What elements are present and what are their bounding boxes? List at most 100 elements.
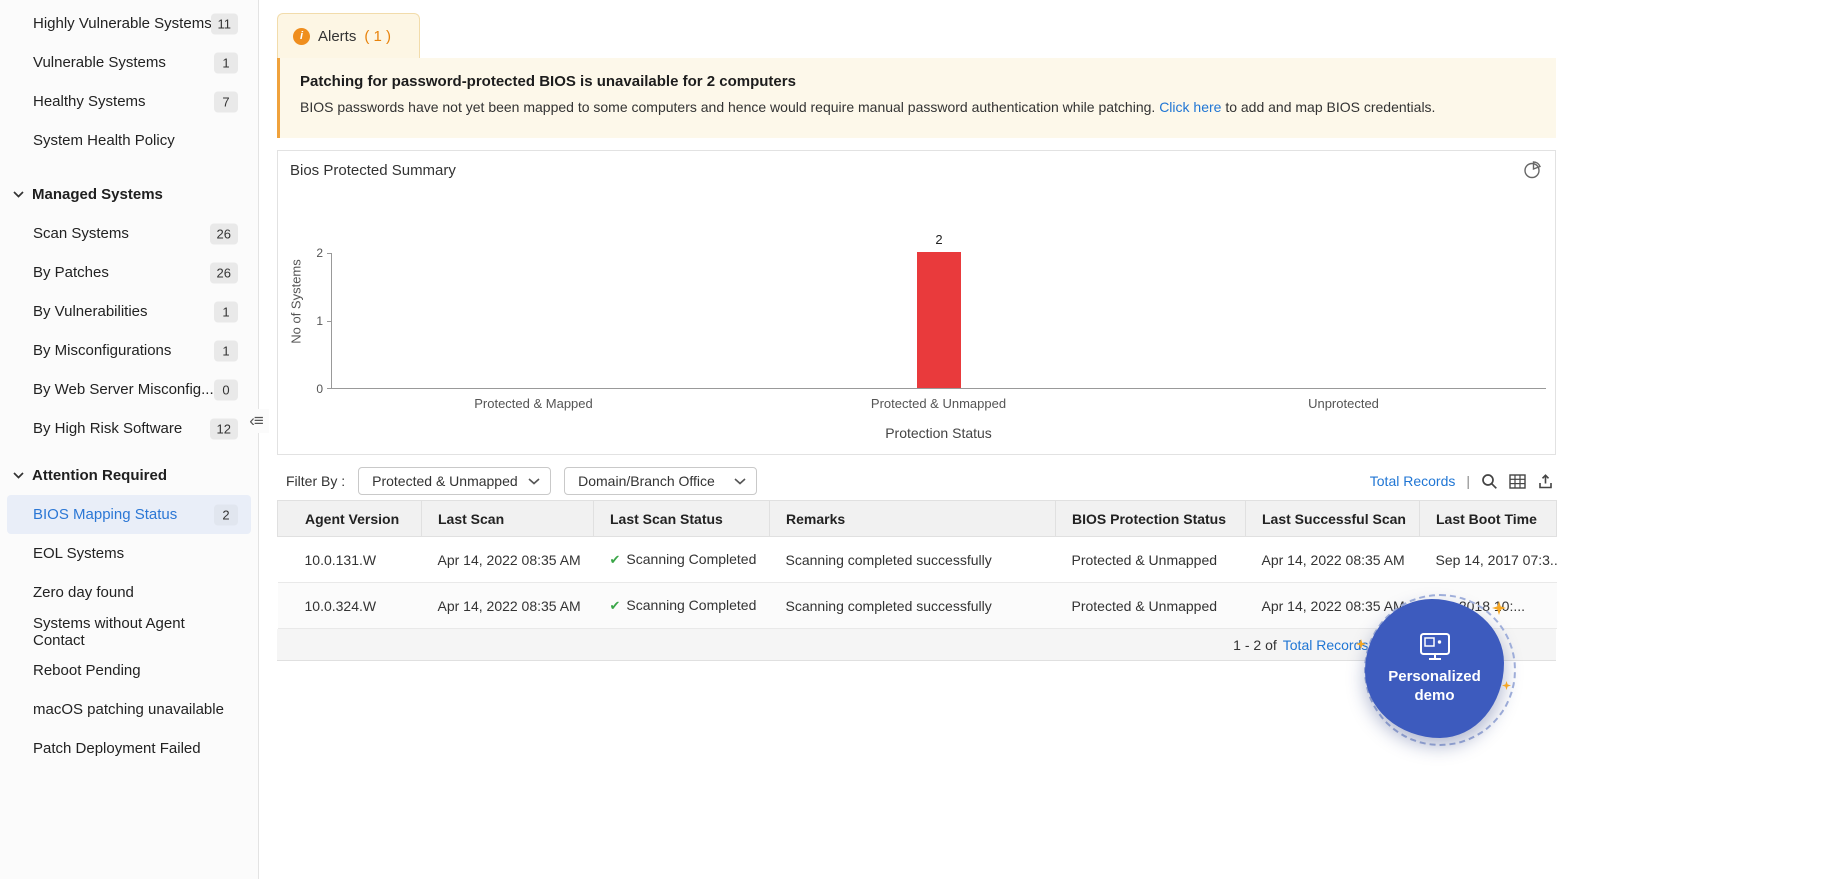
total-records-link[interactable]: Total Records [1369,473,1456,489]
sidebar-item-label: Healthy Systems [33,93,146,110]
alert-body-text: to add and map BIOS credentials. [1221,99,1436,115]
sidebar-item-macos-patching-unavailable[interactable]: macOS patching unavailable [7,690,251,729]
cell-last-scan: Apr 14, 2022 08:35 AM [421,582,594,629]
cell-last-boot-time: Sep 14, 2017 07:3... [1419,536,1557,583]
sidebar-item-highly-vulnerable-systems[interactable]: Highly Vulnerable Systems 11 [7,4,251,43]
sidebar-item-vulnerable-systems[interactable]: Vulnerable Systems 1 [7,43,251,82]
column-header-remarks[interactable]: Remarks [769,500,1056,537]
bar[interactable] [917,252,961,388]
x-axis-title: Protection Status [885,425,992,441]
sidebar-item-by-misconfigurations[interactable]: By Misconfigurations 1 [7,331,251,370]
main-content: i Alerts ( 1 ) Patching for password-pro… [277,0,1557,879]
cell-remarks: Scanning completed successfully [769,536,1056,583]
bar-value-label: 2 [935,232,943,247]
cell-last-successful-scan: Apr 14, 2022 08:35 AM [1245,536,1420,583]
column-header-agent-version[interactable]: Agent Version [277,500,422,537]
y-tick-label: 1 [316,314,323,328]
column-header-last-scan-status[interactable]: Last Scan Status [593,500,770,537]
count-badge: 1 [214,301,238,322]
cell-agent-version: 10.0.324.W [277,582,422,629]
alert-title: Patching for password-protected BIOS is … [300,73,796,90]
sidebar-item-label: Vulnerable Systems [33,54,166,71]
y-tick-mark [327,388,332,389]
count-badge: 0 [214,379,238,400]
sidebar: Highly Vulnerable Systems 11 Vulnerable … [0,0,259,879]
bios-mapping-table: Agent Version Last Scan Last Scan Status… [277,500,1557,661]
y-tick-mark [327,321,332,322]
alert-body: BIOS passwords have not yet been mapped … [300,99,1536,115]
bar-column-unprotected [1141,253,1546,388]
cell-agent-version: 10.0.131.W [277,536,422,583]
sidebar-item-label: By High Risk Software [33,420,183,437]
sidebar-item-healthy-systems[interactable]: Healthy Systems 7 [7,82,251,121]
sidebar-section-attention-required[interactable]: Attention Required [0,456,258,495]
sidebar-collapse-icon[interactable]: ‹≡ [243,409,269,433]
pie-chart-icon[interactable] [1523,160,1542,184]
sidebar-item-label: EOL Systems [33,545,125,562]
scan-status-text: Scanning Completed [626,597,757,613]
tab-alerts[interactable]: i Alerts ( 1 ) [277,13,420,58]
table-toolbar: Total Records | [1370,466,1554,496]
count-badge: 2 [214,504,238,525]
chart-title: Bios Protected Summary [290,162,456,179]
chevron-down-icon [13,191,24,198]
record-range-label: 1 - 2 of [1233,636,1277,653]
sidebar-item-by-vulnerabilities[interactable]: By Vulnerabilities 1 [7,292,251,331]
sidebar-item-eol-systems[interactable]: EOL Systems [7,534,251,573]
alerts-count: ( 1 ) [364,27,392,45]
dropdown-value: Domain/Branch Office [578,473,715,489]
search-icon[interactable] [1481,473,1498,490]
filter-by-label: Filter By : [286,473,346,489]
scan-status-text: Scanning Completed [626,551,757,567]
sidebar-item-scan-systems[interactable]: Scan Systems 26 [7,214,251,253]
bar-column-protected-unmapped: 2 [737,232,1142,388]
y-tick-label: 2 [316,246,323,260]
demo-label-line1: Personalized [1388,668,1481,685]
dropdown-value: Protected & Unmapped [372,473,518,489]
bios-protected-summary-panel: Bios Protected Summary No of Systems 2 1… [277,150,1556,455]
separator: | [1466,473,1470,489]
column-header-last-successful-scan[interactable]: Last Successful Scan [1245,500,1420,537]
sidebar-item-label: Patch Deployment Failed [33,740,201,757]
sidebar-item-label: System Health Policy [33,132,175,149]
sidebar-item-by-web-server-misconfig[interactable]: By Web Server Misconfig... 0 [7,370,251,409]
export-icon[interactable] [1537,473,1554,490]
check-icon: ✔ [609,598,621,613]
personalized-demo-button[interactable]: Personalized demo [1365,599,1504,738]
column-chooser-icon[interactable] [1509,473,1526,490]
demo-monitor-icon [1419,633,1450,660]
chevron-down-icon [528,477,540,485]
x-category-label: Unprotected [1308,396,1379,411]
column-header-bios-protection-status[interactable]: BIOS Protection Status [1055,500,1246,537]
sidebar-item-patch-deployment-failed[interactable]: Patch Deployment Failed [7,729,251,768]
office-filter-dropdown[interactable]: Domain/Branch Office [564,467,758,495]
cell-last-scan: Apr 14, 2022 08:35 AM [421,536,594,583]
sidebar-item-reboot-pending[interactable]: Reboot Pending [7,651,251,690]
sidebar-item-systems-without-agent-contact[interactable]: Systems without Agent Contact [7,612,251,651]
count-badge: 1 [214,52,238,73]
cell-bios-protection-status: Protected & Unmapped [1055,582,1246,629]
sidebar-item-by-patches[interactable]: By Patches 26 [7,253,251,292]
count-badge: 1 [214,340,238,361]
column-header-last-boot-time[interactable]: Last Boot Time [1419,500,1557,537]
column-header-last-scan[interactable]: Last Scan [421,500,594,537]
footer-total-records-link[interactable]: Total Records [1282,636,1369,653]
protection-status-filter-dropdown[interactable]: Protected & Unmapped [358,467,552,495]
table-row[interactable]: 10.0.324.W Apr 14, 2022 08:35 AM ✔ Scanni… [277,582,1557,629]
click-here-link[interactable]: Click here [1159,99,1222,115]
sidebar-item-system-health-policy[interactable]: System Health Policy [7,121,251,160]
sparkle-icon [1356,639,1366,649]
sidebar-item-by-high-risk-software[interactable]: By High Risk Software 12 [7,409,251,448]
table-row[interactable]: 10.0.131.W Apr 14, 2022 08:35 AM ✔ Scanni… [277,536,1557,583]
sidebar-section-managed-systems[interactable]: Managed Systems [0,175,258,214]
sidebar-item-zero-day-found[interactable]: Zero day found [7,573,251,612]
alert-banner: Patching for password-protected BIOS is … [277,58,1556,138]
check-icon: ✔ [609,552,621,567]
filter-bar: Filter By : Protected & Unmapped Domain/… [277,466,1556,496]
cell-last-scan-status: ✔ Scanning Completed [593,582,770,629]
x-category-labels: Protected & Mapped Protected & Unmapped … [331,396,1546,411]
cell-bios-protection-status: Protected & Unmapped [1055,536,1246,583]
sidebar-item-label: macOS patching unavailable [33,701,224,718]
sidebar-item-bios-mapping-status[interactable]: BIOS Mapping Status 2 [7,495,251,534]
count-badge: 7 [214,91,238,112]
